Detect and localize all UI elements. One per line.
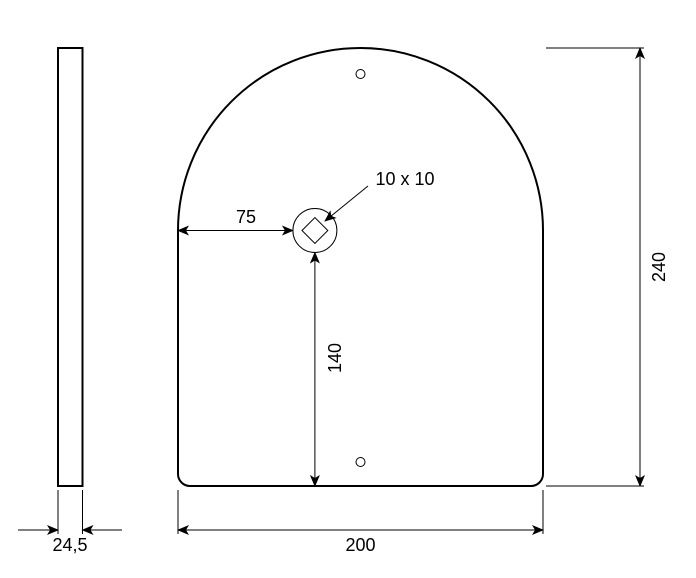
dim-10x10: 10 x 10: [325, 169, 435, 221]
square-feature: [293, 209, 337, 253]
front-view-outline: [178, 48, 543, 486]
dim-thickness-label: 24,5: [52, 535, 87, 555]
dim-140: 140: [315, 253, 345, 487]
dim-width-label: 200: [345, 535, 375, 555]
dim-height: 240: [546, 48, 669, 486]
mount-hole-bottom: [356, 458, 365, 467]
mount-hole-top: [356, 70, 365, 79]
dim-10x10-label: 10 x 10: [375, 169, 434, 189]
dim-height-label: 240: [649, 252, 669, 282]
side-view-profile: [58, 48, 83, 486]
dim-75: 75: [178, 207, 293, 231]
dim-width: 200: [178, 490, 543, 555]
dim-thickness: 24,5: [18, 490, 122, 555]
dim-75-label: 75: [236, 207, 256, 227]
dim-140-label: 140: [325, 343, 345, 373]
